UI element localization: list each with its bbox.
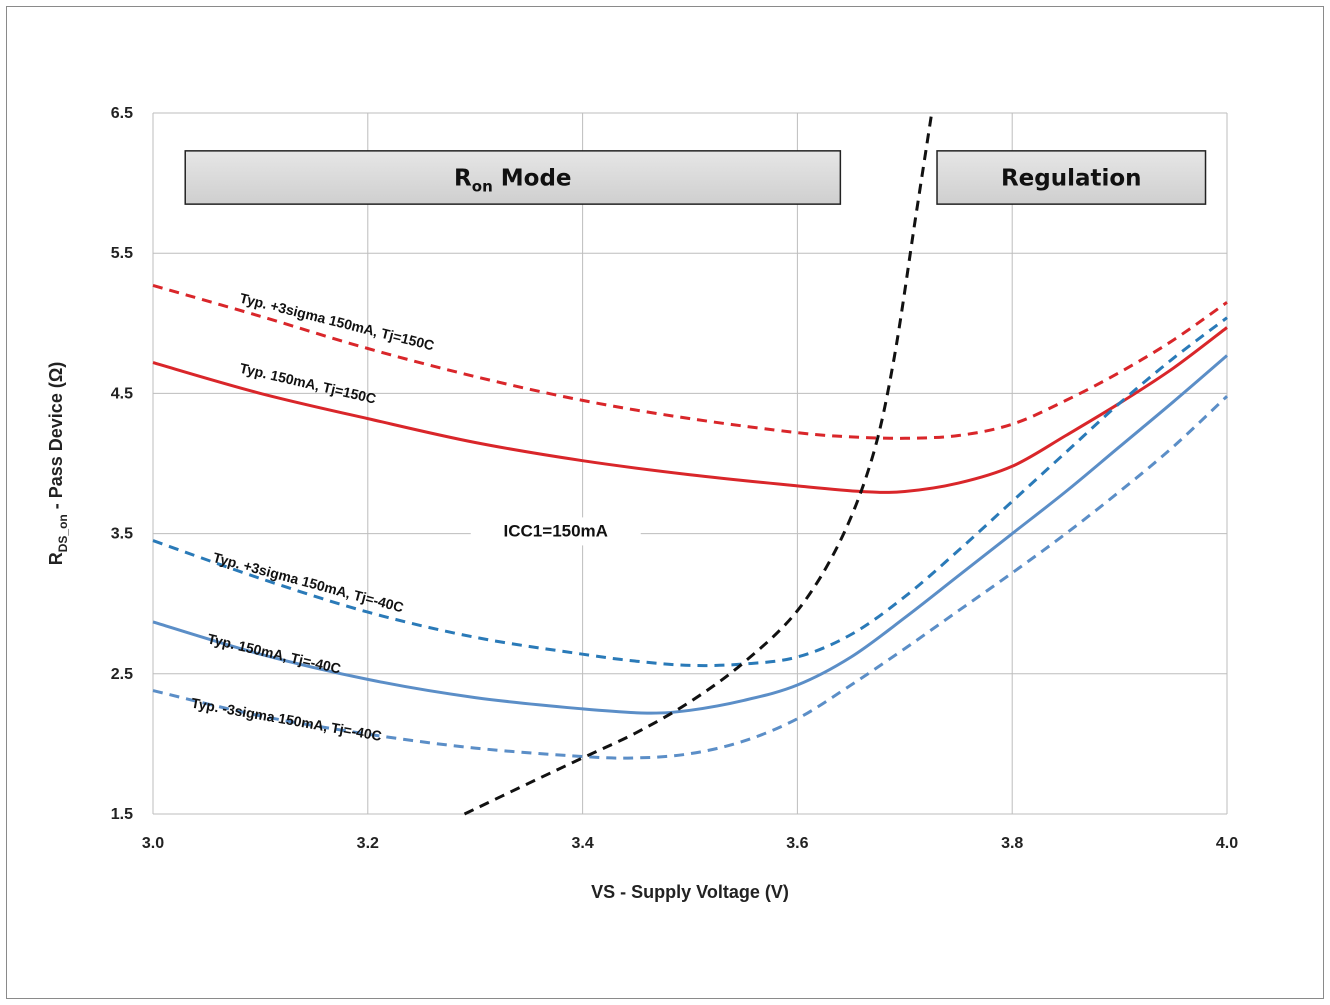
x-tick-label: 3.4	[571, 835, 593, 852]
series-line-5	[152, 395, 1229, 760]
y-tick-label: 6.5	[111, 105, 133, 122]
series-line-6	[463, 112, 934, 816]
icc-label-bg	[470, 517, 641, 546]
x-tick-label: 3.6	[786, 835, 808, 852]
mode-label: Ron Mode	[454, 165, 571, 195]
series-lines	[152, 112, 1229, 816]
y-tick-label: 1.5	[111, 806, 133, 823]
series-line-2	[152, 326, 1228, 494]
series-line-3	[152, 316, 1228, 668]
x-axis-title: VS - Supply Voltage (V)	[591, 882, 789, 902]
y-tick-label: 4.5	[111, 385, 133, 402]
x-tick-label: 4.0	[1216, 835, 1238, 852]
x-tick-label: 3.2	[357, 835, 379, 852]
series-label-4: Typ. 150mA, Tj=-40C	[206, 630, 342, 676]
y-tick-label: 5.5	[111, 245, 133, 262]
mode-regions: Ron Mode Regulation	[184, 150, 1207, 205]
series-labels: Typ. +3sigma 150mA, Tj=150C Typ. 150mA, T…	[190, 290, 641, 744]
series-label-5: Typ. -3sigma 150mA, Tj=-40C	[190, 695, 383, 744]
series-label-3: Typ. +3sigma 150mA, Tj=-40C	[211, 549, 405, 615]
tick-labels: 1.5 2.5 3.5 4.5 5.5 6.5 3.0 3.2 3.4 3.6 3.8 4.0	[111, 105, 1238, 852]
series-label-2: Typ. 150mA, Tj=150C	[238, 360, 377, 407]
series-line-1	[152, 283, 1228, 440]
chart-frame	[6, 6, 1324, 999]
series-line-4	[152, 354, 1228, 715]
y-axis-title: RDS_on - Pass Device (Ω)	[46, 362, 70, 566]
mode-label: Regulation	[1001, 165, 1142, 191]
mode-box	[936, 150, 1207, 205]
mode-box	[184, 150, 842, 205]
y-tick-label: 2.5	[111, 666, 133, 683]
y-tick-label: 3.5	[111, 526, 133, 543]
x-tick-label: 3.8	[1001, 835, 1023, 852]
series-label-1: Typ. +3sigma 150mA, Tj=150C	[238, 290, 436, 354]
x-tick-label: 3.0	[142, 835, 164, 852]
series-label-6: ICC1=150mA	[504, 521, 608, 540]
grid-lines	[152, 112, 1228, 815]
